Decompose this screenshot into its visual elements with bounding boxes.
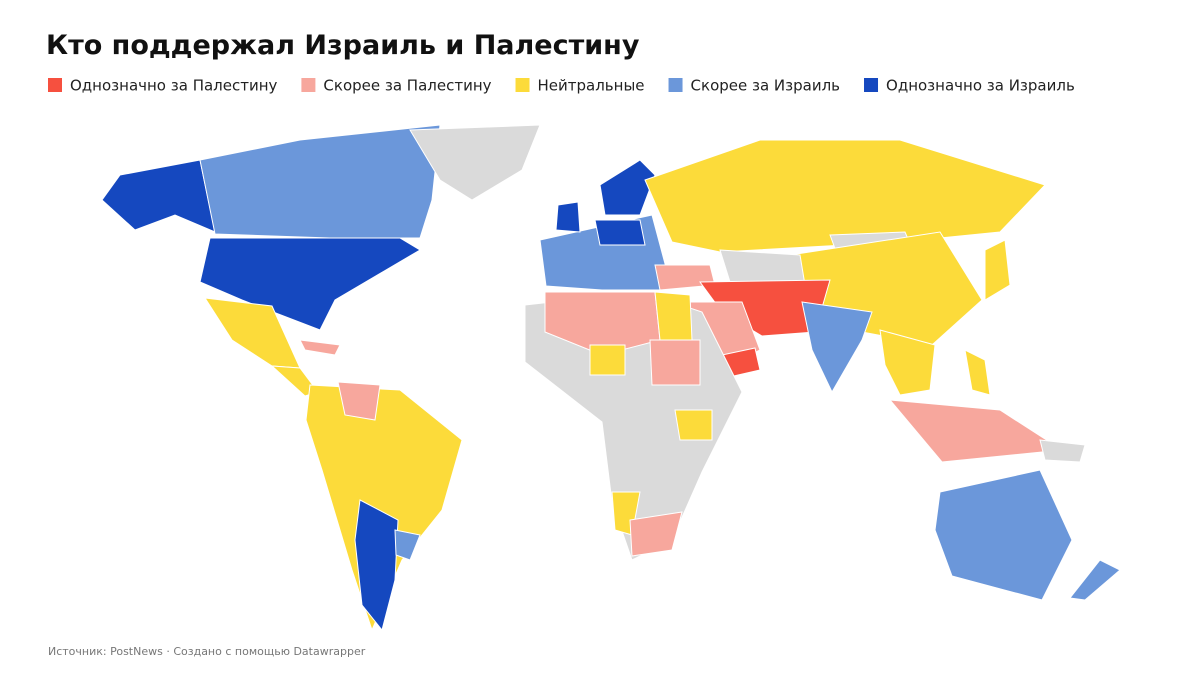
region: [984, 239, 1011, 301]
region: [394, 529, 421, 561]
region: [649, 339, 701, 386]
region: [1069, 559, 1121, 601]
region: [199, 124, 441, 239]
legend-label: Однозначно за Израиль: [886, 77, 1075, 95]
region: [299, 339, 341, 356]
legend-swatch: [48, 78, 62, 92]
region: [555, 201, 581, 233]
region: [409, 124, 541, 201]
legend-label: Скорее за Палестину: [323, 77, 491, 95]
region: [629, 511, 683, 557]
legend-swatch: [864, 78, 879, 92]
region: [101, 159, 216, 233]
region: [888, 399, 1064, 463]
region: [1039, 439, 1086, 463]
region: [589, 344, 626, 376]
region: [801, 301, 873, 394]
region: [594, 219, 646, 246]
legend-swatch: [301, 78, 316, 92]
region: [199, 237, 421, 331]
title: Кто поддержал Израиль и Палестину: [46, 30, 640, 61]
legend: Однозначно за Палестину Скорее за Палести…: [48, 77, 1075, 95]
legend-swatch: [668, 78, 683, 92]
region: [719, 249, 806, 286]
region: [654, 291, 693, 341]
region: [599, 159, 656, 216]
region: [964, 349, 991, 396]
region: [337, 381, 381, 421]
region: [674, 409, 713, 441]
legend-swatch: [515, 78, 530, 92]
region: [879, 329, 936, 396]
legend-label: Скорее за Израиль: [691, 77, 840, 95]
region: [934, 469, 1073, 601]
source-note: Источник: PostNews · Создано с помощью D…: [48, 645, 366, 658]
region: [644, 139, 1046, 253]
legend-label: Нейтральные: [538, 77, 645, 95]
legend-label: Однозначно за Палестину: [70, 77, 278, 95]
world-map: [101, 124, 1121, 632]
region: [544, 291, 661, 356]
region: [354, 499, 399, 632]
